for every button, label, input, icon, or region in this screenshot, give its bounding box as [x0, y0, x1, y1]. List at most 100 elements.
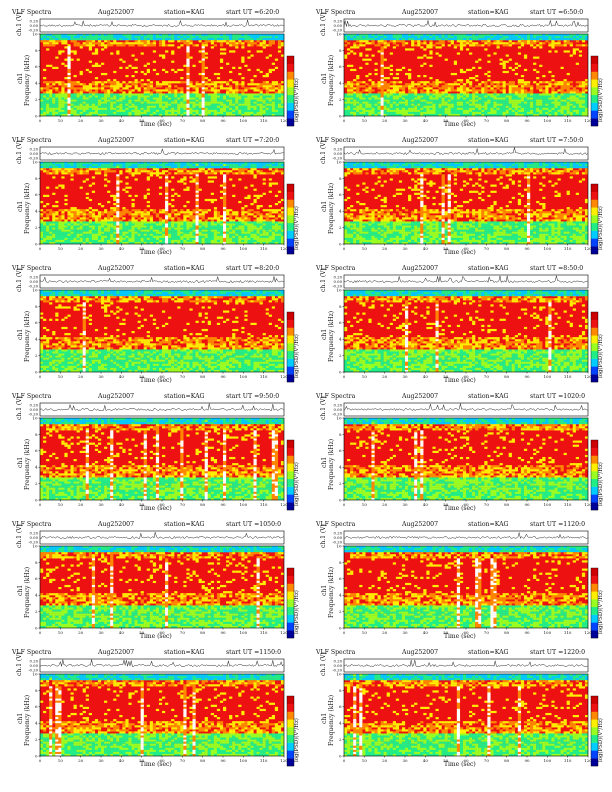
spectrogram-cell: [520, 42, 525, 45]
spectrogram-cell: [195, 91, 199, 94]
spectrogram-cell: [265, 87, 269, 90]
spectrogram-cell: [398, 36, 403, 39]
spectrogram-cell: [420, 105, 424, 108]
spectrogram-cell: [152, 50, 157, 53]
spectrogram-cell: [177, 97, 181, 100]
spectrogram-cell: [232, 111, 236, 115]
panel-title: VLF Spectra: [12, 136, 51, 146]
spectrogram-cell: [116, 225, 120, 228]
spectrogram-cell: [536, 44, 540, 47]
spectrogram-cell: [432, 107, 436, 110]
spectrogram-cell: [137, 89, 141, 92]
spectrogram-cell: [137, 239, 141, 243]
spectrogram-cell: [101, 93, 105, 96]
start-prefix: start UT =: [226, 9, 259, 16]
spectrogram-cell: [423, 62, 427, 65]
spectrogram-cell: [447, 101, 451, 104]
spectrogram-cell: [79, 91, 83, 94]
spectrogram-cell: [353, 91, 357, 94]
spectrogram-cell: [155, 223, 160, 226]
spectrogram-cell: [386, 113, 390, 117]
spectrogram-cell: [277, 103, 282, 106]
spectrogram-cell: [250, 101, 254, 104]
spectrogram-cell: [493, 36, 497, 39]
spectrogram-cell: [201, 215, 205, 218]
spectrogram-cell: [49, 101, 53, 104]
spectrogram-cell: [262, 44, 266, 47]
spectrogram-cell: [201, 81, 205, 84]
spectrogram-cell: [137, 99, 141, 102]
spectrogram-cell: [61, 217, 65, 220]
spectrogram-cell: [581, 87, 586, 90]
spectrogram-cell: [192, 164, 196, 167]
spectrogram-cell: [61, 231, 65, 234]
spectrogram-cell: [204, 77, 208, 80]
spectrogram-cell: [429, 83, 433, 86]
spectrogram-cell: [274, 58, 279, 61]
spectrogram-cell: [174, 168, 178, 171]
spectrogram-cell: [101, 231, 105, 234]
spectrogram-cell: [49, 166, 53, 169]
spectrogram-cell: [578, 95, 583, 98]
spectrogram-cell: [110, 227, 114, 230]
spectrogram-cell: [377, 50, 381, 53]
spectrogram-cell: [268, 54, 272, 57]
spectrogram-cell: [213, 81, 218, 84]
spectrogram-cell: [259, 89, 263, 92]
spectrogram-cell: [165, 164, 169, 167]
spectrogram-cell: [94, 93, 99, 96]
spectrogram-cell: [216, 36, 221, 39]
spectrogram-cell: [140, 34, 144, 37]
spectrogram-cell: [401, 91, 406, 94]
spectrogram-cell: [383, 93, 387, 96]
spectrogram-cell: [466, 79, 470, 82]
spectrogram-cell: [146, 113, 150, 117]
spectrogram-cell: [122, 38, 126, 41]
spectrogram-cell: [247, 36, 251, 39]
spectrogram-cell: [134, 178, 138, 181]
spectrogram-cell: [429, 38, 433, 41]
spectrogram-cell: [91, 109, 96, 113]
spectrogram-cell: [107, 162, 111, 165]
spectrogram-cell: [551, 75, 555, 78]
spectrogram-cell: [195, 186, 199, 189]
spectrogram-cell: [542, 111, 546, 115]
spectrogram-cell: [362, 105, 366, 108]
spectrogram-cell: [456, 99, 461, 102]
spectrogram-cell: [171, 217, 175, 220]
spectrogram-cell: [61, 211, 65, 214]
spectrogram-cell: [383, 91, 387, 94]
spectrogram-cell: [43, 40, 47, 43]
spectrogram-cell: [174, 213, 178, 216]
spectrogram-cell: [435, 38, 439, 41]
spectrogram-cell: [201, 162, 205, 165]
spectrogram-cell: [365, 34, 369, 37]
spectrogram-cell: [398, 81, 403, 84]
spectrogram-cell: [389, 40, 393, 43]
spectrogram-cell: [49, 99, 53, 102]
spectrogram-cell: [146, 34, 150, 37]
spectrogram-cell: [180, 241, 184, 245]
spectrogram-cell: [481, 97, 485, 100]
spectrogram-cell: [280, 44, 285, 47]
spectrogram-cell: [462, 99, 467, 102]
spectrogram-cell: [192, 223, 196, 226]
spectrogram-cell: [229, 36, 233, 39]
spectrogram-cell: [462, 83, 467, 86]
spectrogram-cell: [110, 34, 114, 37]
spectrogram-cell: [447, 38, 451, 41]
spectrogram-cell: [238, 34, 242, 37]
spectrogram-cell: [241, 99, 245, 102]
spectrogram-cell: [253, 109, 257, 113]
spectrogram-cell: [466, 101, 470, 104]
spectrogram-cell: [152, 34, 157, 37]
spectrogram-cell: [131, 107, 135, 110]
spectrogram-cell: [210, 103, 214, 106]
spectrogram-cell: [76, 225, 80, 228]
spectrogram-cell: [560, 95, 564, 98]
spectrogram-cell: [429, 105, 433, 108]
spectrogram-cell: [374, 105, 378, 108]
spectrogram-cell: [186, 219, 190, 222]
spectrogram-cell: [401, 97, 406, 100]
spectrogram-cell: [368, 93, 372, 96]
